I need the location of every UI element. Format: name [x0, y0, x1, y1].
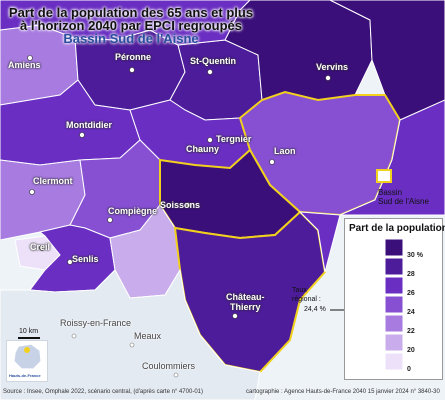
legend-tick: 28 [407, 271, 415, 278]
city-dot-vervins [325, 75, 331, 81]
legend-swatches: 30 % 28 26 24 22 20 0 [384, 238, 424, 373]
city-dot-peronne [129, 67, 135, 73]
city-dot-st-quentin [207, 69, 213, 75]
scale-label: 10 km [19, 328, 39, 335]
city-dot-roissy [71, 333, 77, 339]
city-label-creil: Creil [30, 242, 51, 252]
city-label-laon: Laon [274, 146, 296, 156]
map-title-line2: à l'horizon 2040 par EPCI regroupés [20, 18, 242, 33]
city-label-amiens: Amiens [8, 60, 41, 70]
city-dot-compiegne [107, 217, 113, 223]
city-label-chauny: Chauny [186, 144, 220, 154]
city-label-compiegne: Compiègne [108, 206, 158, 216]
logo-text: Hauts-de-France [9, 373, 41, 378]
legend-swatch-22-24 [384, 314, 404, 333]
legend-swatch-26-28 [384, 276, 404, 295]
france-map-icon [14, 344, 41, 369]
city-label-meaux: Meaux [134, 331, 162, 341]
map-title-line1: Part de la population des 65 ans et plus [8, 5, 254, 20]
agency-logo: Hauts-de-France [6, 340, 48, 382]
city-label-montdidier: Montdidier [66, 120, 112, 130]
city-label-coulommiers: Coulommiers [142, 361, 196, 371]
city-dot-creil [39, 245, 45, 251]
legend-swatch-20-22 [384, 333, 404, 352]
legend-tick: 24 [407, 309, 415, 316]
legend-tick: 0 [407, 366, 411, 373]
regional-rate-value: 24,4 % [304, 306, 326, 313]
legend-swatch-30-35 [384, 238, 404, 257]
legend-tick: 20 [407, 347, 415, 354]
city-dot-laon [269, 159, 275, 165]
city-dot-tergnier [207, 137, 213, 143]
legend-swatch-28-30 [384, 257, 404, 276]
city-dot-clermont [29, 189, 35, 195]
bassin-legend-swatch [376, 169, 392, 183]
map-title-block: Part de la population des 65 ans et plus… [6, 6, 256, 45]
city-dot-chauny [197, 147, 203, 153]
epci-st-quentin[interactable] [169, 39, 263, 121]
epci-marne-east[interactable] [298, 99, 445, 273]
city-label-tergnier: Tergnier [216, 134, 252, 144]
city-dot-chateau-thierry [232, 313, 238, 319]
city-label-chateau-thierry: Château- Thierry [226, 292, 265, 312]
bassin-legend-label: Bassin Sud de l'Aisne [378, 188, 429, 206]
city-label-roissy: Roissy-en-France [60, 318, 132, 328]
city-dot-meaux [129, 342, 135, 348]
footer-cartography: cartographie : Agence Hauts-de-France 20… [246, 389, 440, 395]
city-dot-amiens [27, 55, 33, 61]
legend-swatch-24-26 [384, 295, 404, 314]
legend-title: Part de la population [349, 223, 445, 234]
legend-swatch-0-20 [384, 352, 404, 371]
legend-tick: 26 [407, 290, 415, 297]
city-dot-soissons [185, 202, 191, 208]
city-label-peronne: Péronne [115, 52, 152, 62]
outside-idf [0, 268, 261, 400]
map-subtitle: Bassin Sud de l'Aisne [63, 31, 199, 46]
legend-tick: 22 [407, 328, 415, 335]
city-label-vervins: Vervins [316, 62, 349, 72]
city-dot-montdidier [79, 132, 85, 138]
epci-north-band[interactable] [0, 0, 251, 46]
city-label-senlis: Senlis [72, 254, 99, 264]
city-dot-coulommiers [173, 372, 179, 378]
city-label-soissons: Soissons [160, 200, 201, 210]
choropleth-legend: Part de la population 30 % 28 26 24 22 20 0 [344, 218, 445, 380]
legend-tick: 30 % [407, 252, 424, 259]
footer-source: Source : Insee, Omphale 2022, scénario c… [3, 389, 203, 395]
regional-rate-label: Taux régional : [292, 287, 321, 303]
city-label-st-quentin: St-Quentin [190, 56, 236, 66]
city-dot-senlis [67, 259, 73, 265]
city-label-clermont: Clermont [33, 176, 73, 186]
